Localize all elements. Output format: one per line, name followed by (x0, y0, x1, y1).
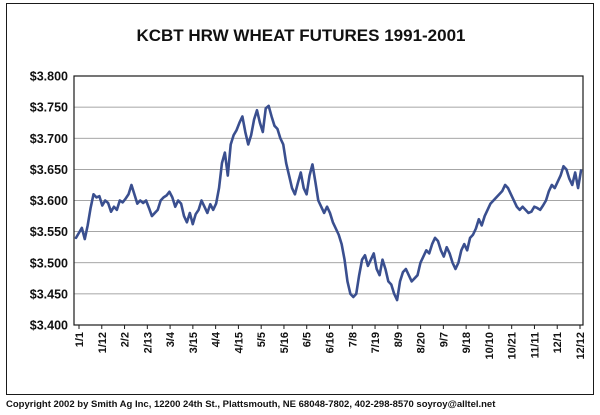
x-tick-label: 9/7 (438, 332, 450, 347)
y-tick-label: $3.600 (30, 194, 68, 208)
x-tick-label: 11/11 (529, 332, 541, 358)
grid-lines (74, 106, 583, 295)
y-tick-label: $3.550 (30, 225, 68, 239)
x-tick-label: 3/15 (188, 332, 200, 353)
x-tick-label: 2/13 (142, 332, 154, 353)
x-tick-label: 12/1 (552, 332, 564, 353)
copyright-footer: Copyright 2002 by Smith Ag Inc, 12200 24… (6, 399, 496, 410)
chart-svg: KCBT HRW WHEAT FUTURES 1991-2001 $3.800$… (30, 26, 587, 360)
x-tick-label: 12/12 (575, 332, 587, 360)
x-tick-label: 6/5 (302, 332, 314, 347)
y-tick-label: $3.650 (30, 163, 68, 177)
x-tick-label: 3/4 (165, 331, 177, 347)
x-tick-label: 8/9 (393, 332, 405, 347)
y-axis-ticks: $3.800 $3.750 $3.700 $3.650 $3.600 $3.550 $3.5… (30, 70, 68, 333)
y-tick-label: $3.750 (30, 101, 68, 115)
x-tick-label: 1/12 (97, 332, 109, 353)
x-tick-label: 4/4 (211, 331, 223, 347)
x-tick-label: 7/8 (347, 332, 359, 347)
y-tick-label: $3.500 (30, 256, 68, 270)
x-tick-label: 6/16 (325, 332, 337, 353)
x-axis-ticks: 1/1 1/12 2/2 2/13 3/4 3/15 4/4 4/15 5/5 5/16 6/5 6/… (74, 325, 587, 360)
x-tick-label: 4/15 (233, 332, 245, 353)
x-tick-label: 10/10 (484, 332, 496, 360)
series-line (74, 104, 583, 302)
chart-title: KCBT HRW WHEAT FUTURES 1991-2001 (136, 26, 465, 45)
y-tick-label: $3.800 (30, 70, 68, 84)
plot-area (73, 75, 584, 326)
x-tick-label: 5/5 (256, 332, 268, 347)
chart-frame: KCBT HRW WHEAT FUTURES 1991-2001 $3.800 $… (6, 3, 594, 395)
x-tick-label: 7/19 (370, 332, 382, 353)
y-tick-label: $3.400 (30, 319, 68, 333)
x-tick-label: 5/16 (279, 332, 291, 353)
x-tick-label: 2/2 (120, 332, 132, 347)
y-tick-label: $3.450 (30, 287, 68, 301)
x-tick-label: 9/18 (461, 332, 473, 353)
y-tick-label: $3.700 (30, 132, 68, 146)
x-tick-label: 1/1 (74, 332, 86, 347)
x-tick-label: 8/20 (416, 332, 428, 353)
x-tick-label: 10/21 (507, 332, 519, 360)
